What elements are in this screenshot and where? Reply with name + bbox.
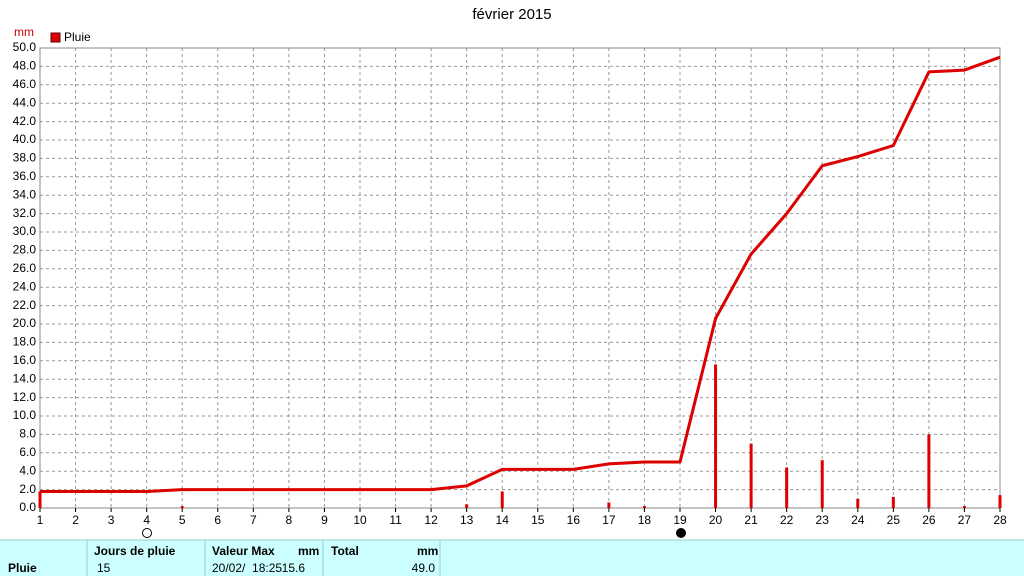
x-tick-label: 2 <box>72 513 79 527</box>
x-tick-label: 17 <box>602 513 616 527</box>
y-tick-label: 50.0 <box>13 40 37 54</box>
y-tick-label: 28.0 <box>13 243 37 257</box>
x-tick-label: 18 <box>638 513 652 527</box>
y-tick-label: 48.0 <box>13 59 37 73</box>
y-tick-label: 44.0 <box>13 95 37 109</box>
x-tick-label: 1 <box>37 513 44 527</box>
y-tick-label: 24.0 <box>13 279 37 293</box>
bar <box>998 495 1002 508</box>
table-header: mm <box>298 544 319 558</box>
x-tick-label: 6 <box>214 513 221 527</box>
x-tick-label: 27 <box>958 513 972 527</box>
y-tick-label: 36.0 <box>13 169 37 183</box>
bar <box>500 491 504 508</box>
x-tick-label: 11 <box>389 513 402 527</box>
chart-title: février 2015 <box>472 6 551 23</box>
bar <box>785 467 789 508</box>
plot-frame <box>39 47 1001 509</box>
x-tick-label: 4 <box>143 513 150 527</box>
bar <box>607 502 611 508</box>
y-tick-label: 8.0 <box>19 427 36 441</box>
table-header: Total <box>331 544 359 558</box>
y-tick-label: 38.0 <box>13 151 37 165</box>
x-tick-label: 8 <box>286 513 293 527</box>
x-tick-label: 28 <box>993 513 1007 527</box>
y-tick-label: 18.0 <box>13 335 37 349</box>
full-moon-icon <box>142 528 152 538</box>
x-tick-label: 22 <box>780 513 794 527</box>
x-tick-label: 23 <box>816 513 830 527</box>
y-tick-label: 22.0 <box>13 298 37 312</box>
bar <box>465 504 469 508</box>
y-tick-label: 0.0 <box>19 500 36 514</box>
y-tick-label: 16.0 <box>13 353 37 367</box>
y-tick-label: 6.0 <box>19 445 36 459</box>
x-tick-label: 26 <box>922 513 936 527</box>
y-tick-label: 46.0 <box>13 77 37 91</box>
x-tick-label: 7 <box>250 513 257 527</box>
x-tick-label: 9 <box>321 513 328 527</box>
x-tick-label: 13 <box>460 513 474 527</box>
x-tick-label: 5 <box>179 513 186 527</box>
y-tick-label: 34.0 <box>13 187 37 201</box>
line <box>40 55 1001 493</box>
x-tick-label: 20 <box>709 513 723 527</box>
table-header: mm <box>417 544 438 558</box>
y-tick-label: 14.0 <box>13 371 37 385</box>
x-tick-label: 24 <box>851 513 865 527</box>
y-tick-label: 10.0 <box>13 408 37 422</box>
legend-swatch <box>50 32 61 43</box>
x-tick-label: 21 <box>744 513 758 527</box>
bar <box>891 496 895 508</box>
y-axis-unit: mm <box>14 25 34 39</box>
y-tick-label: 4.0 <box>19 463 36 477</box>
table-row-label: Pluie <box>8 561 37 575</box>
table-cell: 15.6 <box>282 561 306 575</box>
legend-label: Pluie <box>64 30 91 44</box>
new-moon-icon <box>676 528 686 538</box>
bar <box>927 434 931 508</box>
y-tick-label: 32.0 <box>13 206 37 220</box>
y-tick-label: 30.0 <box>13 224 37 238</box>
y-tick-label: 2.0 <box>19 482 36 496</box>
bar <box>820 460 824 508</box>
table-cell: 15 <box>97 561 111 575</box>
bar <box>38 491 42 508</box>
table-cell: 49.0 <box>412 561 436 575</box>
table-header: Valeur Max <box>212 544 275 558</box>
x-tick-label: 15 <box>531 513 545 527</box>
x-tick-label: 16 <box>567 513 581 527</box>
table-header: Jours de pluie <box>94 544 176 558</box>
table-background <box>0 540 1024 576</box>
bar <box>856 498 860 508</box>
bar <box>642 506 646 508</box>
bar <box>962 506 966 508</box>
y-tick-label: 42.0 <box>13 114 37 128</box>
x-tick-label: 14 <box>496 513 510 527</box>
bar <box>714 364 718 508</box>
y-tick-label: 40.0 <box>13 132 37 146</box>
x-tick-label: 12 <box>424 513 438 527</box>
table-cell: 20/02/ 18:25 <box>212 561 282 575</box>
y-tick-label: 12.0 <box>13 390 37 404</box>
x-tick-label: 10 <box>353 513 367 527</box>
x-tick-label: 3 <box>108 513 115 527</box>
x-tick-label: 19 <box>673 513 687 527</box>
y-tick-label: 26.0 <box>13 261 37 275</box>
bar <box>180 506 184 508</box>
y-tick-label: 20.0 <box>13 316 37 330</box>
x-tick-label: 25 <box>887 513 901 527</box>
bar <box>749 443 753 508</box>
